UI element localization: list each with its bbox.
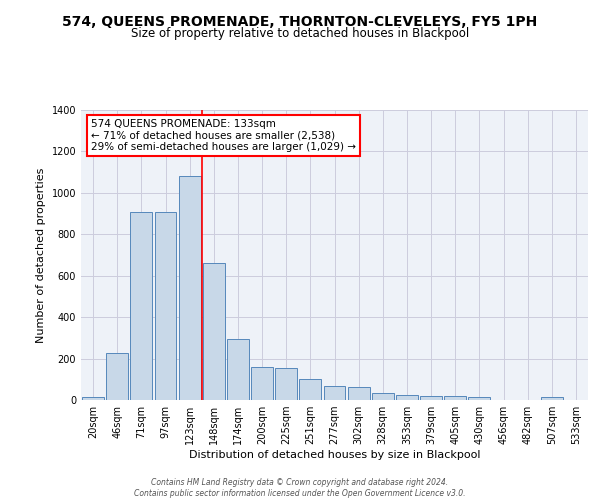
Bar [251, 367, 273, 400]
Bar [275, 368, 297, 400]
Bar [203, 264, 224, 400]
Bar [420, 396, 442, 400]
Bar [323, 386, 346, 400]
Bar [348, 386, 370, 400]
Text: 574 QUEENS PROMENADE: 133sqm
← 71% of detached houses are smaller (2,538)
29% of: 574 QUEENS PROMENADE: 133sqm ← 71% of de… [91, 118, 356, 152]
Y-axis label: Number of detached properties: Number of detached properties [36, 168, 46, 342]
Bar [155, 212, 176, 400]
Bar [445, 396, 466, 400]
Bar [82, 397, 104, 400]
Bar [130, 212, 152, 400]
Bar [469, 397, 490, 400]
Bar [179, 176, 200, 400]
Bar [541, 397, 563, 400]
Text: Contains HM Land Registry data © Crown copyright and database right 2024.
Contai: Contains HM Land Registry data © Crown c… [134, 478, 466, 498]
X-axis label: Distribution of detached houses by size in Blackpool: Distribution of detached houses by size … [189, 450, 480, 460]
Bar [227, 339, 249, 400]
Bar [372, 393, 394, 400]
Bar [299, 380, 321, 400]
Bar [106, 354, 128, 400]
Bar [396, 395, 418, 400]
Text: 574, QUEENS PROMENADE, THORNTON-CLEVELEYS, FY5 1PH: 574, QUEENS PROMENADE, THORNTON-CLEVELEY… [62, 15, 538, 29]
Text: Size of property relative to detached houses in Blackpool: Size of property relative to detached ho… [131, 28, 469, 40]
